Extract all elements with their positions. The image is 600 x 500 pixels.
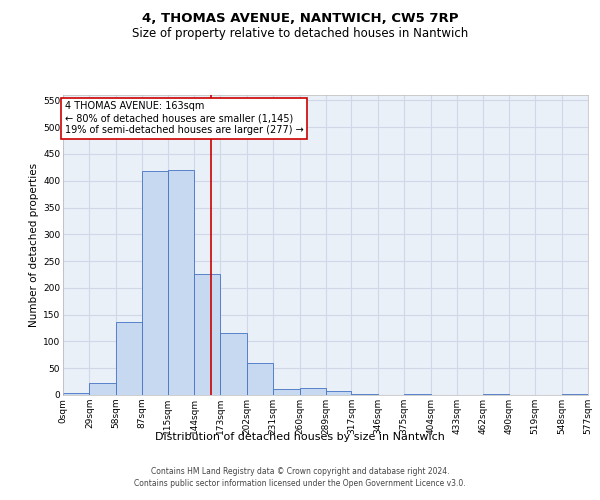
- Bar: [484, 394, 509, 395]
- Bar: [142, 171, 167, 395]
- Bar: [63, 394, 89, 395]
- Bar: [89, 383, 116, 395]
- Bar: [326, 391, 352, 395]
- Text: Distribution of detached houses by size in Nantwich: Distribution of detached houses by size …: [155, 432, 445, 442]
- Text: Size of property relative to detached houses in Nantwich: Size of property relative to detached ho…: [132, 28, 468, 40]
- Bar: [273, 388, 299, 395]
- Bar: [247, 364, 273, 395]
- Text: 4, THOMAS AVENUE, NANTWICH, CW5 7RP: 4, THOMAS AVENUE, NANTWICH, CW5 7RP: [142, 12, 458, 26]
- Bar: [352, 394, 378, 395]
- Bar: [194, 274, 220, 395]
- Bar: [116, 322, 142, 395]
- Bar: [562, 394, 588, 395]
- Text: 4 THOMAS AVENUE: 163sqm
← 80% of detached houses are smaller (1,145)
19% of semi: 4 THOMAS AVENUE: 163sqm ← 80% of detache…: [65, 102, 304, 134]
- Y-axis label: Number of detached properties: Number of detached properties: [29, 163, 39, 327]
- Text: Contains HM Land Registry data © Crown copyright and database right 2024.
Contai: Contains HM Land Registry data © Crown c…: [134, 466, 466, 487]
- Bar: [299, 388, 326, 395]
- Bar: [404, 394, 431, 395]
- Bar: [167, 170, 194, 395]
- Bar: [220, 333, 247, 395]
